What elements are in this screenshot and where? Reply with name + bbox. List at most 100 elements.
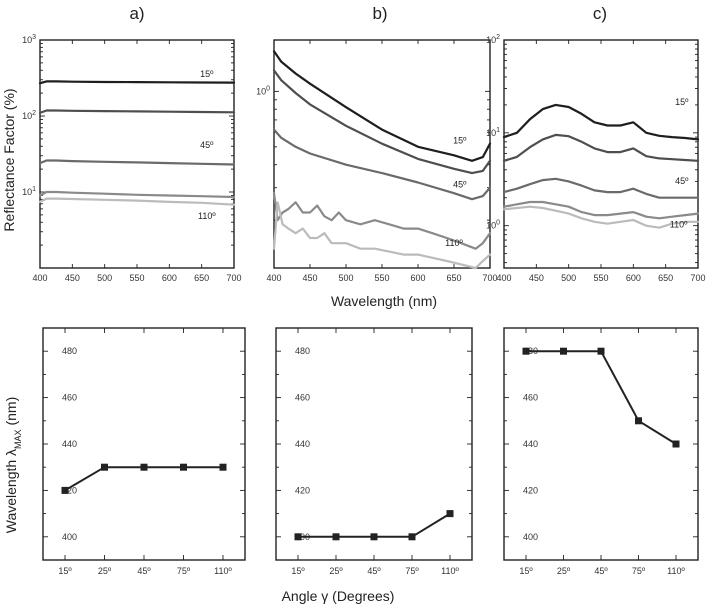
bottom-y-axis-title: Wavelength λMAX (nm)	[3, 397, 23, 534]
bottom-x-axis-title: Angle γ (Degrees)	[282, 588, 395, 604]
data-point-marker	[332, 533, 340, 541]
y-tick-base: 10	[22, 111, 32, 121]
y-tick-exponent: 0	[266, 85, 270, 92]
y-tick-base: 10	[486, 128, 496, 138]
x-tick-label: 650	[658, 273, 673, 283]
x-tick-label: 45º	[367, 566, 381, 576]
y-tick-label: 400	[62, 532, 77, 542]
data-point-marker	[61, 486, 69, 494]
x-tick-label: 450	[65, 273, 80, 283]
x-tick-label: 700	[482, 273, 497, 283]
data-point-marker	[180, 463, 187, 471]
x-tick-label: 400	[496, 273, 511, 283]
plot-frame	[503, 39, 699, 269]
x-tick-label: 600	[410, 273, 425, 283]
y-tick-exponent: 1	[496, 127, 500, 134]
series-line-75deg	[502, 200, 700, 220]
series-line-45deg	[272, 128, 492, 201]
panel-label-b: b)	[372, 4, 387, 23]
series-line-25deg	[272, 69, 492, 175]
x-tick-label: 700	[226, 273, 241, 283]
series-line-75deg	[38, 190, 236, 199]
series-annotation: 15º	[200, 69, 214, 79]
data-point-marker	[446, 510, 454, 518]
x-tick-label: 600	[626, 273, 641, 283]
data-point-marker	[635, 417, 642, 425]
y-tick-label: 420	[523, 485, 538, 495]
series-annotation: 45º	[453, 180, 467, 190]
data-point-marker	[672, 440, 680, 448]
data-point-marker	[408, 533, 416, 541]
series-annotation: 15º	[675, 97, 689, 107]
top-x-axis-title: Wavelength (nm)	[331, 293, 437, 309]
series-line-110deg	[272, 201, 492, 270]
x-tick-label: 15º	[291, 566, 305, 576]
x-tick-label: 600	[162, 273, 177, 283]
x-tick-label: 45º	[594, 566, 608, 576]
x-tick-label: 45º	[137, 566, 151, 576]
y-tick-label: 102	[22, 110, 36, 121]
y-tick-label: 400	[523, 532, 538, 542]
y-tick-label: 440	[295, 439, 310, 449]
data-point-marker	[522, 347, 530, 355]
x-tick-label: 650	[446, 273, 461, 283]
y-tick-label: 420	[295, 485, 310, 495]
x-tick-label: 450	[302, 273, 317, 283]
x-tick-label: 400	[266, 273, 281, 283]
series-line-75deg	[272, 192, 492, 250]
y-tick-label: 102	[486, 34, 500, 45]
x-tick-label: 75º	[405, 566, 419, 576]
y-tick-base: 10	[22, 187, 32, 197]
x-tick-label: 500	[97, 273, 112, 283]
y-tick-base: 10	[486, 221, 496, 231]
data-point-marker	[370, 533, 378, 541]
series-line-15deg	[272, 50, 492, 162]
series-annotation: 110º	[198, 211, 216, 221]
y-tick-label: 460	[295, 393, 310, 403]
series-annotation: 45º	[200, 140, 214, 150]
x-tick-label: 700	[690, 273, 705, 283]
y-tick-label: 103	[22, 34, 36, 45]
y-tick-label: 100	[256, 85, 270, 96]
y-tick-label: 101	[22, 186, 36, 197]
data-point-marker	[219, 463, 227, 471]
series-annotation: 110º	[445, 238, 463, 248]
x-tick-label: 550	[593, 273, 608, 283]
data-point-marker	[597, 347, 605, 355]
y-tick-label: 440	[523, 439, 538, 449]
data-point-marker	[560, 347, 567, 355]
series-line-45deg	[38, 159, 236, 166]
data-point-marker	[101, 463, 108, 471]
y-tick-label: 480	[295, 346, 310, 356]
x-tick-label: 650	[194, 273, 209, 283]
x-tick-label: 500	[338, 273, 353, 283]
peak-wavelength-line	[526, 350, 677, 445]
x-tick-label: 15º	[58, 566, 72, 576]
bottom-y-axis-title-main: Wavelength λ	[3, 449, 19, 533]
series-line-110deg	[502, 205, 700, 229]
x-tick-label: 25º	[557, 566, 571, 576]
x-tick-label: 110º	[441, 566, 459, 576]
y-tick-exponent: 2	[496, 34, 500, 41]
y-tick-base: 10	[256, 86, 266, 96]
y-tick-label: 440	[62, 439, 77, 449]
x-tick-label: 550	[129, 273, 144, 283]
y-tick-label: 480	[62, 346, 77, 356]
data-point-marker	[294, 533, 302, 541]
series-line-15deg	[502, 103, 700, 141]
top-y-axis-title: Reflectance Factor (%)	[1, 88, 17, 231]
series-line-15deg	[38, 80, 236, 85]
x-tick-label: 400	[32, 273, 47, 283]
chart-panels: 400 450 500 550 600 650 70010310210115º45º110º…	[22, 34, 705, 576]
series-line-110deg	[38, 197, 236, 206]
series-line-25deg	[38, 109, 236, 115]
x-tick-label: 25º	[98, 566, 112, 576]
series-line-25deg	[502, 133, 700, 162]
bottom-y-axis-title-unit: (nm)	[3, 397, 19, 430]
y-tick-base: 10	[22, 35, 32, 45]
y-tick-label: 101	[486, 127, 500, 138]
x-tick-label: 110º	[667, 566, 685, 576]
y-tick-label: 100	[486, 220, 500, 231]
